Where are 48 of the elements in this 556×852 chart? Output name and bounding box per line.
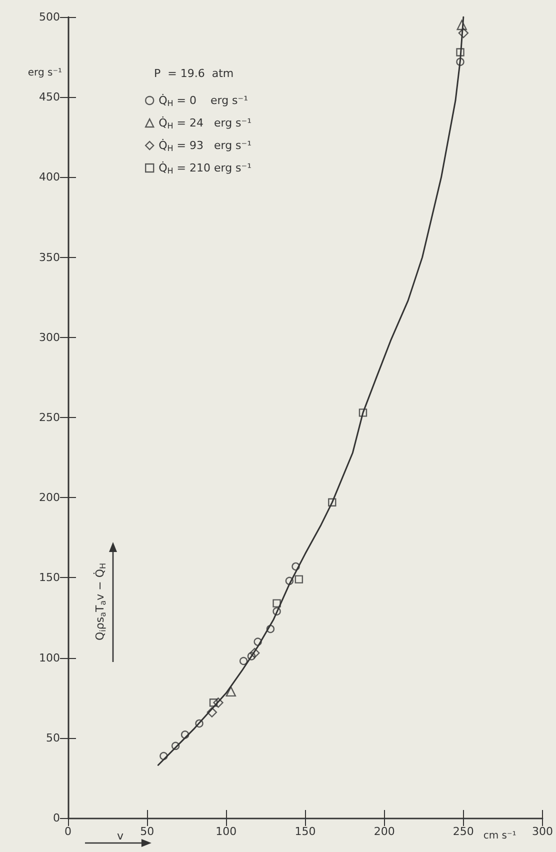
point <box>458 28 469 38</box>
point <box>247 652 256 660</box>
y-tick-label: 150 <box>39 571 60 584</box>
point <box>266 624 275 634</box>
y-tick-label: 400 <box>39 170 60 184</box>
y-tick-label: 250 <box>39 411 60 424</box>
point <box>250 648 260 658</box>
x-tick-label: 150 <box>294 825 316 838</box>
point <box>195 719 204 728</box>
x-tick-label: 50 <box>140 825 154 838</box>
x-tick-label: 250 <box>452 825 474 838</box>
point <box>226 686 236 697</box>
x-axis-title: v <box>116 830 124 842</box>
point <box>272 599 281 608</box>
x-tick-label: 0 <box>64 825 72 838</box>
point <box>206 707 218 718</box>
point <box>358 408 368 417</box>
point <box>180 730 190 739</box>
y-tick-label: 50 <box>46 731 60 744</box>
point <box>209 698 218 707</box>
point <box>285 576 294 585</box>
y-tick-label: 0 <box>53 812 60 824</box>
point <box>171 742 180 750</box>
y-tick-label: 500 <box>39 10 60 24</box>
point <box>294 575 304 584</box>
point <box>213 698 224 708</box>
point <box>160 752 168 760</box>
point <box>456 58 464 66</box>
point <box>254 638 262 646</box>
x-tick-label: 300 <box>532 825 553 838</box>
x-tick-label: 100 <box>216 825 237 838</box>
y-tick-label: 300 <box>39 330 60 344</box>
y-tick-label: 200 <box>39 491 60 504</box>
point <box>328 498 336 507</box>
legend-title: P = 19.6 atm <box>154 67 234 80</box>
point <box>272 607 281 616</box>
y-tick-label: 450 <box>39 90 60 104</box>
point <box>456 20 467 30</box>
point <box>456 48 464 56</box>
point <box>292 562 300 571</box>
y-tick-label: 350 <box>39 250 60 264</box>
text: cm s⁻¹ <box>483 830 516 842</box>
y-axis-title: QiρsaTav − Q̇H <box>92 562 108 640</box>
x-tick-label: 200 <box>374 825 395 838</box>
y-tick-label: 100 <box>39 651 60 664</box>
text: erg s⁻¹ <box>28 68 62 79</box>
point <box>239 656 248 666</box>
line-series <box>157 16 464 766</box>
